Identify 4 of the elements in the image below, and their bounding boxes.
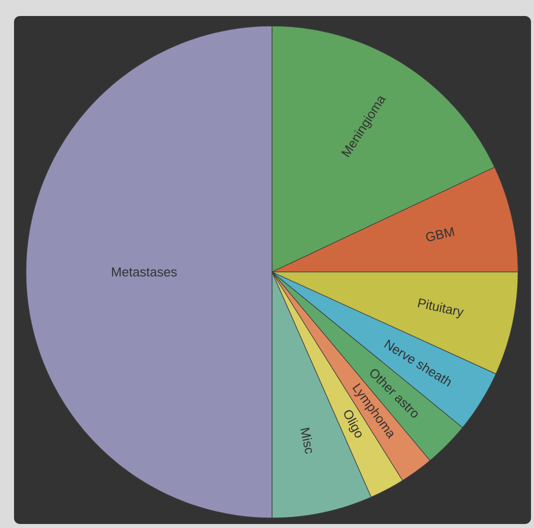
slice-label: GBM bbox=[426, 227, 454, 242]
slice-label: Metastases bbox=[112, 267, 177, 276]
slice-label: Misc bbox=[300, 428, 312, 454]
slice-label: Pituitary bbox=[418, 298, 464, 318]
